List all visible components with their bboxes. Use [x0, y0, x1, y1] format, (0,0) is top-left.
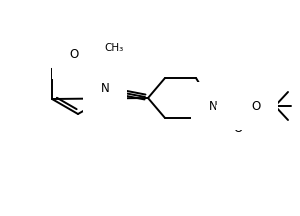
Text: CH₃: CH₃: [104, 43, 123, 53]
Text: N: N: [100, 81, 109, 95]
Text: O: O: [69, 49, 79, 62]
Text: N: N: [208, 100, 217, 113]
Text: O: O: [251, 100, 261, 113]
Text: O: O: [233, 122, 243, 135]
